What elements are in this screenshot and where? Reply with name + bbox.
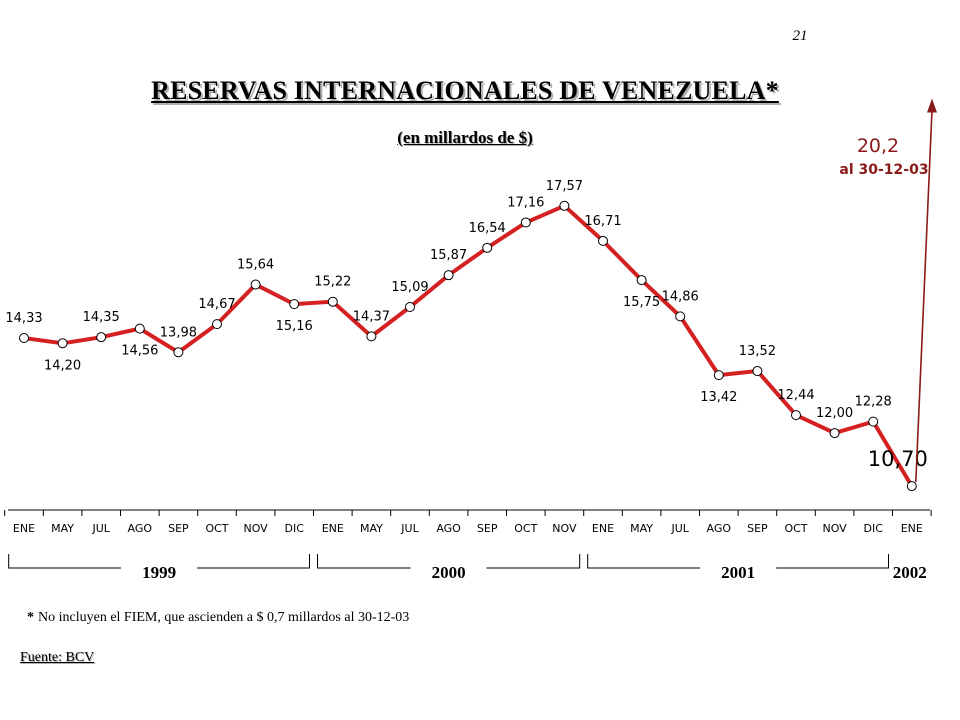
- data-label: 14,67: [198, 297, 235, 312]
- data-label: 12,00: [816, 406, 853, 421]
- data-points: [19, 200, 917, 492]
- x-tick-label: SEP: [747, 522, 768, 535]
- year-groups: 1999 2000 2001 2002: [8, 554, 927, 582]
- x-tick-label: ENE: [901, 522, 923, 535]
- data-point: [289, 299, 300, 310]
- data-point: [482, 242, 493, 253]
- x-tick-label: ENE: [13, 522, 35, 535]
- data-point: [443, 270, 454, 281]
- x-tick-label: DIC: [284, 522, 304, 535]
- data-label: 12,28: [855, 395, 892, 410]
- data-label: 14,86: [662, 289, 699, 304]
- x-tick-label: OCT: [205, 522, 228, 535]
- x-tick-label: AGO: [436, 522, 461, 535]
- series-line-reserves: [23, 203, 914, 488]
- data-point: [250, 279, 261, 290]
- data-point: [134, 323, 145, 334]
- year-bracket-right: [486, 554, 581, 569]
- year-bracket-left: [317, 554, 411, 569]
- year-label: 2002: [893, 563, 927, 582]
- data-point: [19, 333, 29, 343]
- data-point: [906, 481, 917, 492]
- data-point: [791, 410, 801, 421]
- footnote-marker: *: [27, 610, 34, 625]
- data-label: 17,57: [546, 179, 583, 194]
- x-tick-label: NOV: [552, 522, 577, 535]
- data-point: [212, 319, 222, 330]
- data-point: [405, 301, 415, 312]
- data-label: 14,35: [83, 310, 120, 325]
- x-tick-label: ENE: [322, 522, 344, 535]
- data-label: 13,42: [700, 390, 737, 405]
- data-point: [829, 428, 840, 439]
- x-tick-label: DIC: [863, 522, 883, 535]
- year-bracket-left: [587, 554, 701, 569]
- x-tick-label: ENE: [592, 522, 614, 535]
- data-point: [366, 331, 377, 342]
- data-label: 15,22: [314, 275, 351, 290]
- x-tick-label: NOV: [822, 522, 847, 535]
- data-point: [57, 338, 68, 349]
- year-label: 1999: [142, 563, 176, 582]
- chart-title: RESERVAS INTERNACIONALES DE VENEZUELA*: [151, 76, 779, 105]
- data-point: [675, 311, 686, 322]
- data-point: [327, 296, 338, 307]
- x-tick-label: JUL: [91, 522, 110, 535]
- annotation-arrowhead: [927, 98, 937, 113]
- x-tick-label: MAY: [360, 522, 383, 535]
- data-point: [713, 370, 724, 381]
- x-tick-label: OCT: [514, 522, 537, 535]
- year-bracket-right: [776, 554, 889, 569]
- x-tick-label: JUL: [670, 522, 689, 535]
- x-tick-label: NOV: [243, 522, 268, 535]
- data-label: 16,54: [469, 221, 506, 236]
- year-bracket-left: [8, 554, 122, 569]
- x-tick-label: MAY: [630, 522, 653, 535]
- page-number: 21: [792, 28, 808, 44]
- data-label: 12,44: [777, 388, 814, 403]
- data-label: 14,33: [5, 311, 42, 326]
- data-label: 13,52: [739, 344, 776, 359]
- source-note: Fuente: BCV: [20, 650, 95, 665]
- year-bracket-right: [197, 554, 310, 569]
- year-label: 2000: [432, 563, 466, 582]
- data-label: 15,87: [430, 248, 467, 263]
- data-label: 14,37: [353, 309, 390, 324]
- footnote: * No incluyen el FIEM, que ascienden a $ …: [27, 610, 409, 626]
- annotation-date: al 30-12-03: [839, 162, 928, 178]
- x-tick-label: SEP: [477, 522, 498, 535]
- data-point: [520, 217, 531, 228]
- year-label: 2001: [721, 563, 755, 582]
- data-label: 15,64: [237, 258, 274, 273]
- data-point: [173, 347, 184, 358]
- data-point: [598, 235, 608, 246]
- data-point: [559, 200, 570, 211]
- x-tick-label: SEP: [168, 522, 189, 535]
- x-tick-label: AGO: [707, 522, 732, 535]
- data-label: 17,16: [507, 196, 544, 211]
- annotation-arrow: [915, 110, 933, 483]
- x-tick-label: AGO: [128, 522, 153, 535]
- data-label: 15,16: [276, 319, 313, 334]
- data-label: 14,20: [44, 358, 81, 373]
- data-label: 16,71: [584, 214, 621, 229]
- footnote-text: No incluyen el FIEM, que ascienden a $ 0…: [38, 610, 410, 625]
- data-label: 15,75: [623, 295, 660, 310]
- data-label: 14,56: [121, 344, 158, 359]
- x-tick-label: JUL: [400, 522, 419, 535]
- x-tick-label: MAY: [51, 522, 74, 535]
- annotation-value: 20,2: [857, 135, 899, 157]
- data-point: [636, 275, 647, 286]
- chart-subtitle: (en millardos de $): [397, 128, 533, 147]
- data-point: [868, 416, 879, 427]
- data-label: 15,09: [391, 280, 428, 295]
- x-tick-label: OCT: [784, 522, 807, 535]
- data-label: 10,70: [868, 447, 928, 471]
- data-point: [96, 332, 107, 343]
- data-label: 13,98: [160, 325, 197, 340]
- x-axis-ticks: ENE MAY JUL AGO SEP OCT NOV DIC ENE MAY JUL AGO SEP O…: [4, 510, 932, 535]
- data-point: [752, 366, 763, 377]
